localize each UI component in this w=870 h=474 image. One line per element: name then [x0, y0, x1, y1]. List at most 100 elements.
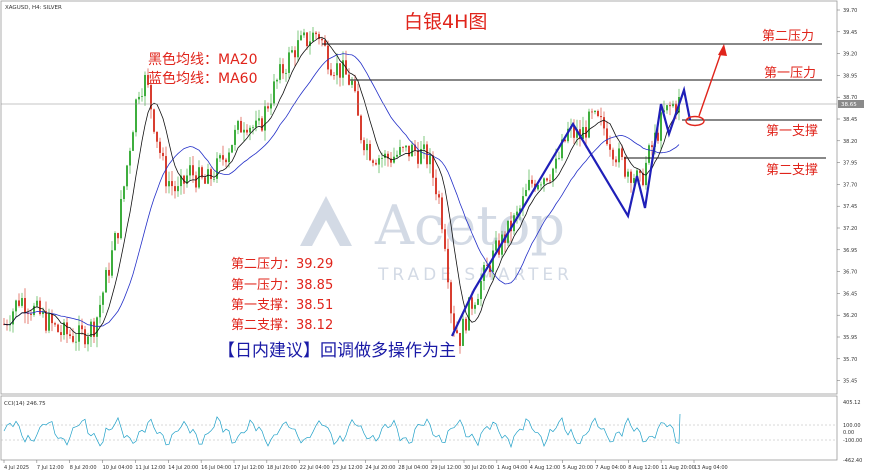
candle-body	[429, 155, 431, 165]
upside-arrow-head	[718, 44, 727, 56]
candle-body	[591, 111, 593, 113]
chart-title: 白银4H图	[404, 11, 487, 33]
candle-body	[597, 110, 599, 117]
candle-body	[519, 208, 521, 212]
candle-body	[609, 144, 611, 150]
candle-body	[657, 132, 659, 141]
candle-body	[366, 144, 368, 151]
candle-body	[621, 148, 623, 158]
candle-body	[402, 147, 404, 148]
candle-body	[375, 162, 377, 165]
candle-body	[552, 168, 554, 181]
candle-body	[72, 336, 74, 342]
candle-body	[651, 145, 653, 148]
ma20-line	[3, 37, 680, 337]
candle-body	[75, 341, 77, 343]
candle-body	[480, 280, 482, 299]
candle-body	[252, 127, 254, 129]
cci-tick-label: -462.40	[843, 458, 862, 464]
candle-body	[294, 50, 296, 58]
level-value-resistance-2: 第二压力：39.29	[231, 257, 333, 272]
candle-body	[399, 147, 401, 155]
candle-body	[222, 155, 224, 160]
time-tick-label: 23 Jul 12:00	[333, 465, 363, 471]
candle-body	[495, 240, 497, 251]
price-tick-label: 38.20	[843, 139, 857, 145]
candle-body	[669, 105, 671, 107]
time-axis: 4 Jul 2025 7 Jul 12:00 8 Jul 20:00 10 Jul 0…	[3, 460, 728, 471]
price-tick-label: 35.45	[843, 379, 857, 385]
candle-body	[276, 79, 278, 82]
candle-body	[630, 171, 632, 183]
candle-body	[453, 313, 455, 331]
candle-body	[645, 162, 647, 186]
candle-body	[57, 324, 59, 333]
candle-body	[24, 298, 26, 314]
candle-body	[603, 117, 605, 129]
cci-axis: 405.12 100.000.00 -100.00 -462.40	[843, 400, 862, 464]
candle-body	[45, 311, 47, 331]
price-panel	[0, 0, 838, 395]
candle-body	[342, 60, 344, 78]
candle-body	[543, 178, 545, 185]
time-tick-label: 29 Jul 12:00	[431, 465, 461, 471]
price-tick-label: 39.20	[843, 52, 857, 58]
candle-body	[414, 144, 416, 151]
candle-body	[444, 229, 446, 249]
candle-body	[204, 177, 206, 184]
candle-body	[492, 250, 494, 272]
candle-body	[639, 170, 641, 173]
candle-body	[27, 313, 29, 314]
candle-body	[525, 190, 527, 197]
time-tick-label: 8 Aug 12:00	[628, 465, 659, 471]
level-value-resistance-1: 第一压力：38.85	[231, 278, 333, 293]
indicator-panel	[0, 395, 838, 461]
candle-body	[168, 181, 170, 187]
candle-body	[351, 80, 353, 85]
candle-body	[642, 172, 644, 186]
candle-body	[606, 128, 608, 145]
watermark-logo-icon	[300, 196, 352, 246]
price-tick-label: 36.45	[843, 291, 857, 297]
candle-body	[309, 41, 311, 47]
candle-body	[111, 250, 113, 276]
candle-body	[243, 129, 245, 133]
candle-body	[150, 84, 152, 110]
time-tick-label: 11 Jul 12:00	[135, 465, 165, 471]
candle-body	[381, 157, 383, 159]
candle-body	[279, 64, 281, 80]
candle-body	[441, 197, 443, 230]
candle-body	[471, 297, 473, 309]
time-tick-label: 13 Aug 04:00	[694, 465, 728, 471]
candle-body	[561, 139, 563, 159]
indicator-label: CCI(14) 246.75	[4, 401, 46, 407]
candle-body	[432, 155, 434, 178]
candle-body	[600, 116, 602, 118]
candle-body	[585, 127, 587, 138]
candle-body	[333, 75, 335, 76]
candle-body	[12, 311, 14, 325]
candle-body	[417, 150, 419, 164]
price-tick-label: 37.95	[843, 161, 857, 167]
candle-body	[51, 313, 53, 324]
candle-body	[105, 269, 107, 293]
watermark-tagline: TRADE SMARTER	[377, 265, 573, 285]
candle-body	[363, 140, 365, 151]
candle-body	[474, 304, 476, 309]
candle-body	[558, 158, 560, 160]
price-tick-label: 35.70	[843, 357, 857, 363]
candle-body	[228, 152, 230, 163]
candle-body	[303, 32, 305, 36]
candle-body	[96, 317, 98, 337]
candle-body	[117, 233, 119, 239]
candle-body	[372, 160, 374, 163]
time-tick-label: 17 Jul 12:00	[234, 465, 264, 471]
candle-body	[378, 158, 380, 165]
candle-body	[636, 170, 638, 179]
candle-body	[546, 178, 548, 181]
current-price-tag	[838, 100, 864, 108]
candle-body	[582, 127, 584, 139]
candle-body	[672, 103, 674, 107]
candle-body	[186, 175, 188, 184]
candle-body	[387, 153, 389, 159]
